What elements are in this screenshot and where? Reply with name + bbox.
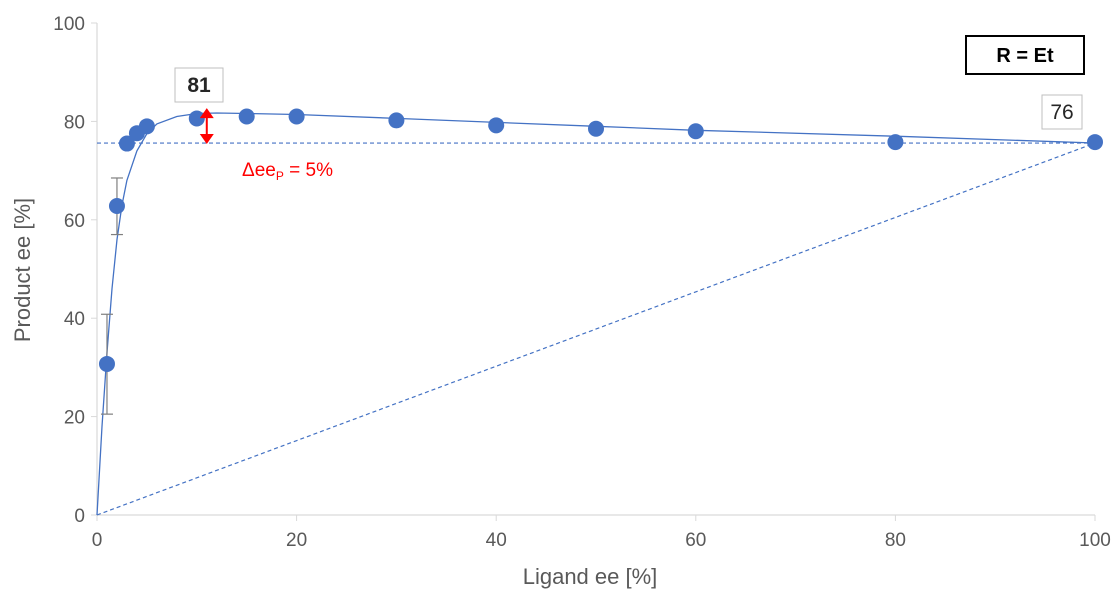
data-point [687, 123, 704, 140]
y-axis-title: Product ee [%] [10, 198, 35, 342]
x-tick-label: 80 [885, 530, 906, 551]
data-points [98, 108, 1103, 372]
data-point [288, 108, 305, 125]
delta-arrow-head-up [199, 108, 214, 119]
diagonal-reference-line [96, 142, 1096, 516]
x-axis-title: Ligand ee [%] [523, 564, 658, 589]
data-point [488, 117, 505, 134]
x-tick-label: 20 [286, 530, 307, 551]
delta-ee-label: ΔeeP = 5% [242, 160, 333, 183]
legend-box-label: R = Et [996, 45, 1054, 67]
data-point [388, 112, 405, 129]
x-tick-label: 100 [1079, 530, 1111, 551]
y-tick-label: 60 [64, 211, 85, 232]
y-tick-label: 20 [64, 408, 85, 429]
y-tick-label: 40 [64, 309, 85, 330]
data-point [138, 118, 155, 135]
y-axis-ticks: 0 20 40 60 80 100 [53, 14, 97, 527]
data-point [238, 108, 255, 125]
x-tick-label: 60 [685, 530, 706, 551]
end-value-callout: 76 [1041, 94, 1083, 130]
end-value-label: 76 [1050, 101, 1073, 124]
data-point [588, 120, 604, 137]
fit-curve [96, 112, 1096, 516]
max-value-label: 81 [187, 74, 211, 97]
x-axis-ticks: 0 20 40 60 80 100 [92, 515, 1111, 551]
data-point [108, 198, 125, 215]
data-point [1087, 134, 1103, 151]
delta-arrow [199, 108, 214, 145]
data-point [118, 135, 135, 152]
delta-ee-rest: = 5% [284, 160, 333, 181]
y-tick-label: 80 [64, 112, 85, 133]
y-tick-label: 0 [74, 506, 85, 527]
data-point [887, 134, 904, 151]
delta-ee-main: Δee [242, 160, 276, 181]
delta-ee-sub: P [276, 169, 284, 183]
delta-arrow-head-down [199, 134, 214, 145]
y-tick-label: 100 [53, 14, 85, 35]
x-tick-label: 0 [92, 530, 103, 551]
data-point [98, 355, 115, 372]
max-value-callout: 81 [174, 67, 224, 103]
legend-box: R = Et [965, 35, 1085, 75]
reference-lines [96, 142, 1096, 516]
x-tick-label: 40 [486, 530, 507, 551]
data-point [188, 110, 205, 127]
